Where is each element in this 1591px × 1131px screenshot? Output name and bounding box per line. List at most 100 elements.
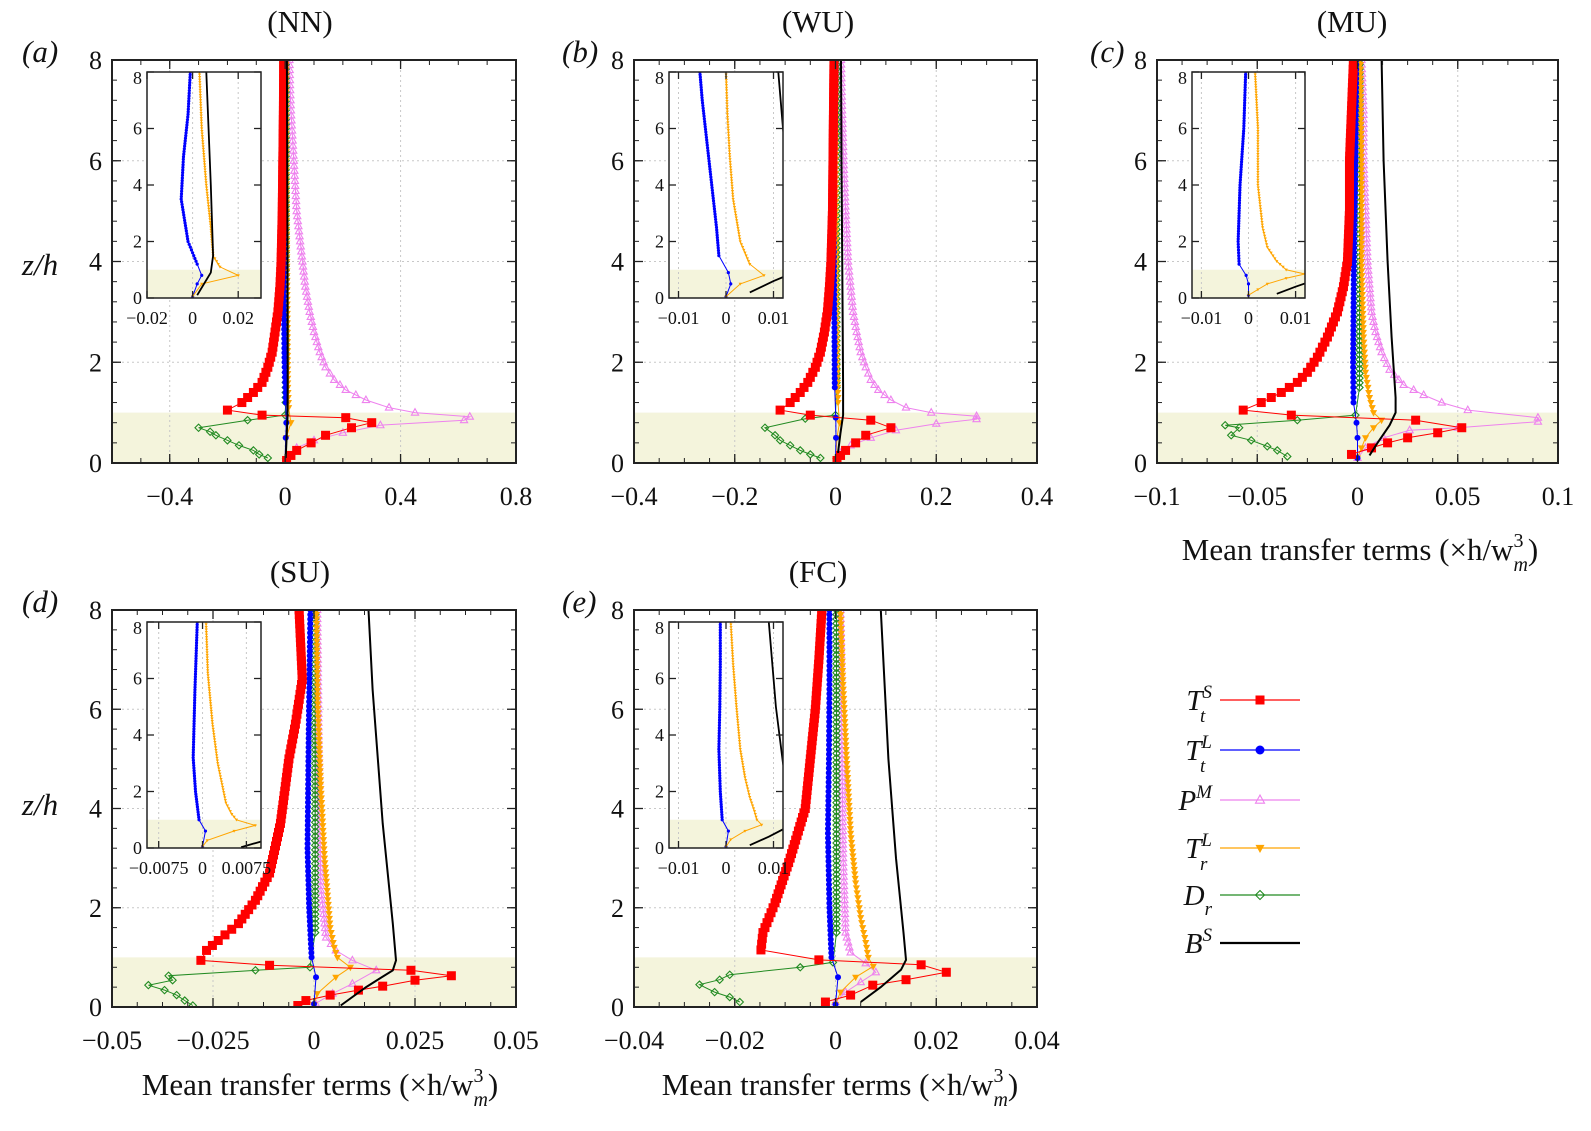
marker-Ttl xyxy=(717,723,722,727)
marker-Trl xyxy=(737,740,742,743)
marker-PM xyxy=(863,368,873,377)
marker-Trl xyxy=(1357,208,1366,216)
marker-Tts xyxy=(213,936,223,946)
marker-Trl xyxy=(1263,237,1267,241)
marker-Tts xyxy=(1345,133,1355,143)
marker-Ttl xyxy=(711,199,716,203)
y-tick-label: 0 xyxy=(655,288,664,308)
marker-Trl xyxy=(1256,142,1260,146)
marker-Tts xyxy=(294,610,304,620)
marker-Ttl xyxy=(194,656,198,661)
marker-Tts xyxy=(1346,110,1356,120)
x-tick-label: −0.01 xyxy=(658,308,700,328)
marker-Trl xyxy=(1260,223,1264,227)
marker-Trl xyxy=(733,684,737,688)
marker-Ttl xyxy=(718,628,722,632)
marker-Tts xyxy=(1342,257,1352,266)
marker-Ttl xyxy=(718,681,722,685)
legend-item-Ttl: TL t xyxy=(1185,732,1300,777)
marker-PM xyxy=(1405,425,1415,434)
marker-Ttl xyxy=(197,818,201,822)
marker-Trl xyxy=(1357,190,1366,197)
marker-Trl xyxy=(840,709,848,717)
marker-PM xyxy=(347,955,357,964)
marker-Tts xyxy=(275,818,285,828)
marker-Trl xyxy=(207,207,211,211)
marker-Tts xyxy=(1411,415,1421,425)
marker-Ttl xyxy=(180,202,184,207)
marker-Trl xyxy=(1259,215,1264,219)
marker-Trl xyxy=(724,86,729,90)
marker-Trl xyxy=(738,282,742,286)
marker-PM xyxy=(847,296,857,305)
marker-Trl xyxy=(312,611,321,619)
x-tick-label: 0.01 xyxy=(758,858,790,878)
y-tick-label: 4 xyxy=(611,795,624,824)
marker-Tts xyxy=(289,729,299,739)
marker-Tts xyxy=(271,317,281,327)
panel-title: (NN) xyxy=(267,4,332,39)
marker-Ttl xyxy=(1236,234,1240,238)
marker-Trl xyxy=(852,885,860,892)
marker-Tts xyxy=(1343,243,1353,253)
marker-Ttl xyxy=(189,248,194,252)
marker-Ttl xyxy=(305,872,312,879)
marker-Dr xyxy=(832,838,841,848)
marker-Trl xyxy=(728,152,732,156)
marker-Ttl xyxy=(715,230,719,235)
marker-Ttl xyxy=(1350,374,1357,381)
marker-Trl xyxy=(840,714,849,721)
marker-Trl xyxy=(198,78,202,82)
marker-Trl xyxy=(203,163,207,167)
marker-Ttl xyxy=(826,625,833,632)
marker-Tts xyxy=(827,234,837,244)
marker-Trl xyxy=(205,646,209,650)
marker-Trl xyxy=(228,810,232,814)
marker-Trl xyxy=(209,709,213,713)
marker-Ttl xyxy=(717,744,721,749)
marker-Ttl xyxy=(825,807,832,814)
marker-Tts xyxy=(1317,342,1327,352)
marker-Tts xyxy=(785,398,795,408)
marker-Trl xyxy=(1357,117,1365,124)
marker-Ttl xyxy=(192,763,196,768)
marker-Tts xyxy=(861,430,871,440)
marker-Ttl xyxy=(195,805,200,809)
marker-PM xyxy=(837,776,847,785)
marker-Tts xyxy=(1344,192,1354,202)
marker-Trl xyxy=(204,186,209,190)
marker-Tts xyxy=(827,211,837,221)
marker-Ttl xyxy=(194,654,198,658)
marker-Ttl xyxy=(281,312,288,319)
marker-Dr xyxy=(310,754,320,764)
marker-Trl xyxy=(204,181,208,185)
marker-Trl xyxy=(1358,287,1366,294)
marker-Ttl xyxy=(305,781,312,788)
marker-PM xyxy=(855,342,865,351)
marker-Tts xyxy=(1284,382,1294,392)
marker-Trl xyxy=(862,944,871,952)
x-tick-label: 0 xyxy=(1244,308,1253,328)
marker-Tts xyxy=(1343,234,1353,244)
marker-Tts xyxy=(756,945,766,955)
marker-Trl xyxy=(736,724,740,728)
marker-Ttl xyxy=(305,790,312,797)
marker-Ttl xyxy=(191,251,195,255)
marker-Trl xyxy=(725,105,729,109)
marker-Ttl xyxy=(719,795,723,799)
marker-Trl xyxy=(852,974,860,982)
marker-Ttl xyxy=(824,830,831,837)
marker-Trl xyxy=(851,875,859,883)
marker-Trl xyxy=(200,135,204,138)
marker-Dr xyxy=(234,440,244,450)
marker-Ttl xyxy=(1243,101,1247,105)
marker-Ttl xyxy=(825,848,832,855)
marker-Trl xyxy=(744,779,748,782)
marker-Trl xyxy=(1278,262,1282,266)
marker-Trl xyxy=(737,235,741,238)
marker-Trl xyxy=(724,84,729,88)
x-tick-label: −0.01 xyxy=(658,858,700,878)
marker-Ttl xyxy=(826,686,833,693)
marker-Tts xyxy=(1334,302,1344,312)
marker-Trl xyxy=(743,829,747,833)
